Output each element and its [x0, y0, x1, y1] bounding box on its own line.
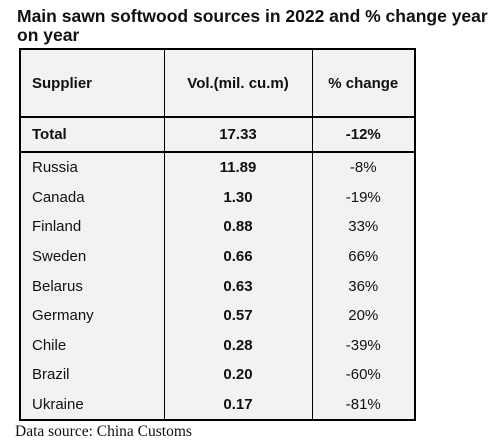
cell-volume: 1.30 [163, 182, 312, 213]
cell-supplier: Sweden [32, 248, 87, 266]
table-body: Total 17.33 -12% Russia 11.89 -8% Canada… [20, 117, 415, 421]
cell-supplier: Finland [32, 218, 82, 236]
cell-change: -19% [311, 182, 415, 213]
header-change: % change [311, 49, 415, 118]
data-source-note: Data source: China Customs [15, 423, 192, 440]
header-supplier: Supplier [20, 49, 164, 118]
total-row: Total 17.33 -12% [20, 117, 415, 153]
header-volume: Vol.(mil. cu.m) [163, 49, 312, 118]
cell-volume: 0.66 [163, 241, 312, 272]
cell-volume: 0.17 [163, 389, 312, 421]
cell-supplier: Ukraine [32, 396, 84, 414]
cell-supplier: Chile [32, 336, 67, 354]
cell-change: 36% [311, 271, 415, 301]
cell-supplier: Canada [32, 188, 85, 206]
cell-volume: 0.88 [163, 212, 312, 242]
header-row: Supplier Vol.(mil. cu.m) % change [20, 49, 415, 118]
cell-supplier: Germany [32, 307, 94, 325]
header-change-label: % change [328, 74, 399, 92]
total-supplier: Total [20, 117, 164, 153]
table-header: Supplier Vol.(mil. cu.m) % change [20, 49, 415, 118]
table-row: Finland 0.88 33% [20, 212, 415, 242]
cell-change: -8% [311, 152, 415, 183]
cell-supplier: Belarus [32, 277, 83, 295]
cell-change: 66% [311, 241, 415, 272]
table-row: Russia 11.89 -8% [20, 152, 415, 183]
total-change: -12% [311, 117, 415, 153]
cell-change: -39% [311, 330, 415, 361]
cell-volume: 0.28 [163, 330, 312, 361]
table-row: Brazil 0.20 -60% [20, 360, 415, 390]
cell-volume: 11.89 [163, 152, 312, 183]
table-title: Main sawn softwood sources in 2022 and %… [17, 6, 488, 45]
table-row: Germany 0.57 20% [20, 300, 415, 331]
table-row: Sweden 0.66 66% [20, 241, 415, 272]
cell-volume: 0.63 [163, 271, 312, 301]
cell-supplier: Brazil [32, 366, 70, 384]
table-row: Canada 1.30 -19% [20, 182, 415, 213]
cell-change: 33% [311, 212, 415, 242]
softwood-sources-table: Supplier Vol.(mil. cu.m) % change Total … [19, 48, 416, 422]
table-row: Chile 0.28 -39% [20, 330, 415, 361]
cell-change: -60% [311, 360, 415, 390]
cell-change: 20% [311, 300, 415, 331]
table-row: Ukraine 0.17 -81% [20, 389, 415, 421]
table-row: Belarus 0.63 36% [20, 271, 415, 301]
cell-volume: 0.20 [163, 360, 312, 390]
cell-volume: 0.57 [163, 300, 312, 331]
cell-supplier: Russia [32, 159, 78, 177]
total-volume: 17.33 [163, 117, 312, 153]
cell-change: -81% [311, 389, 415, 421]
